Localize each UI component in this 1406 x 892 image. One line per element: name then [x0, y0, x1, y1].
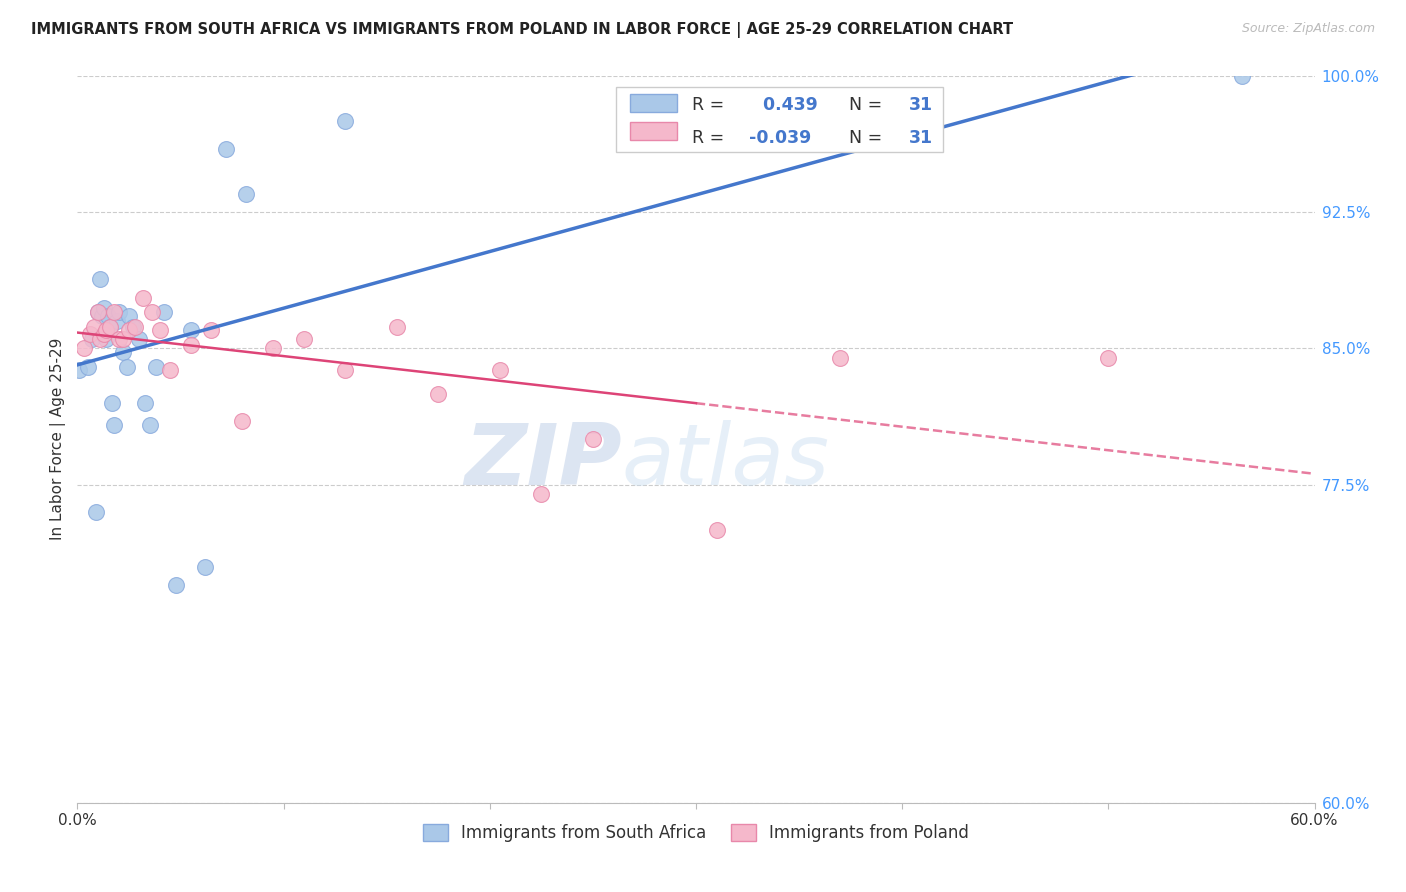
Point	[87, 305, 110, 319]
Point	[83, 319, 105, 334]
Point	[79, 326, 101, 341]
Text: R =: R =	[692, 96, 730, 114]
Point	[153, 305, 176, 319]
Text: -0.039: -0.039	[749, 129, 811, 147]
Point	[235, 186, 257, 201]
Legend: Immigrants from South Africa, Immigrants from Poland: Immigrants from South Africa, Immigrants…	[416, 817, 976, 849]
Point	[67, 363, 90, 377]
Point	[180, 323, 202, 337]
Point	[427, 387, 450, 401]
Point	[107, 305, 129, 319]
Point	[96, 323, 118, 337]
Point	[98, 319, 121, 334]
Point	[111, 345, 134, 359]
Point	[830, 351, 852, 365]
Y-axis label: In Labor Force | Age 25-29: In Labor Force | Age 25-29	[51, 338, 66, 541]
Point	[96, 332, 118, 346]
Point	[111, 332, 134, 346]
Point	[87, 305, 110, 319]
Point	[132, 291, 155, 305]
Text: Source: ZipAtlas.com: Source: ZipAtlas.com	[1241, 22, 1375, 36]
Point	[118, 323, 141, 337]
Point	[138, 417, 160, 432]
Text: ZIP: ZIP	[464, 419, 621, 502]
Point	[115, 359, 138, 374]
Point	[1232, 69, 1254, 83]
Point	[149, 323, 172, 337]
Point	[134, 396, 156, 410]
Point	[180, 338, 202, 352]
Point	[292, 332, 315, 346]
Text: N =: N =	[838, 96, 889, 114]
Point	[91, 309, 114, 323]
FancyBboxPatch shape	[630, 94, 678, 112]
Point	[335, 114, 357, 128]
Point	[89, 332, 111, 346]
Point	[93, 301, 115, 316]
Point	[145, 359, 167, 374]
Point	[72, 342, 94, 356]
Point	[97, 309, 120, 323]
Point	[124, 319, 146, 334]
Point	[530, 487, 553, 501]
Point	[128, 332, 150, 346]
Point	[215, 142, 238, 156]
Point	[489, 363, 512, 377]
Point	[80, 332, 103, 346]
Point	[141, 305, 163, 319]
Point	[706, 523, 728, 537]
Point	[84, 505, 107, 519]
Text: 31: 31	[908, 129, 934, 147]
Point	[200, 323, 222, 337]
Point	[122, 319, 145, 334]
Point	[165, 578, 187, 592]
Text: 0.439: 0.439	[756, 96, 817, 114]
Point	[98, 319, 121, 334]
Point	[101, 396, 124, 410]
Point	[107, 332, 129, 346]
Point	[118, 309, 141, 323]
Point	[1097, 351, 1119, 365]
Text: R =: R =	[692, 129, 730, 147]
Text: 31: 31	[908, 96, 934, 114]
Point	[103, 305, 125, 319]
Point	[93, 326, 115, 341]
Point	[385, 319, 408, 334]
Point	[89, 272, 111, 286]
FancyBboxPatch shape	[616, 87, 943, 153]
Point	[582, 433, 605, 447]
Point	[335, 363, 357, 377]
Point	[194, 559, 217, 574]
Point	[76, 359, 98, 374]
Text: N =: N =	[838, 129, 889, 147]
FancyBboxPatch shape	[630, 122, 678, 140]
Text: IMMIGRANTS FROM SOUTH AFRICA VS IMMIGRANTS FROM POLAND IN LABOR FORCE | AGE 25-2: IMMIGRANTS FROM SOUTH AFRICA VS IMMIGRAN…	[31, 22, 1014, 38]
Text: atlas: atlas	[621, 419, 830, 502]
Point	[262, 342, 284, 356]
Point	[159, 363, 181, 377]
Point	[103, 417, 125, 432]
Point	[231, 414, 253, 428]
Point	[105, 314, 128, 328]
